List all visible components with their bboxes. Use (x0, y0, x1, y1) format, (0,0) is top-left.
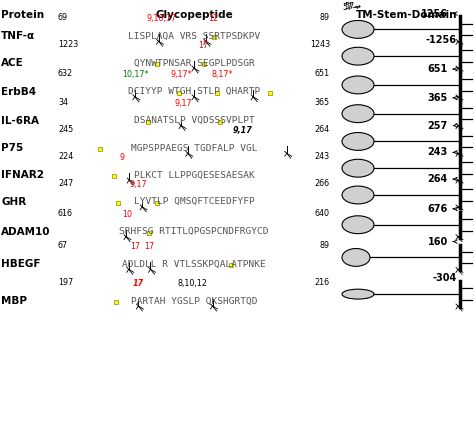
Ellipse shape (342, 159, 374, 177)
Text: 17: 17 (130, 242, 141, 251)
Text: 640: 640 (315, 209, 330, 218)
Text: 9: 9 (119, 153, 125, 162)
Ellipse shape (342, 76, 374, 94)
Text: 17: 17 (199, 41, 209, 50)
Text: 57→: 57→ (344, 2, 361, 11)
Text: 197: 197 (58, 278, 73, 287)
Text: ADAM10: ADAM10 (1, 227, 51, 237)
Text: P75: P75 (1, 144, 23, 153)
Text: 9,17*: 9,17* (171, 70, 192, 79)
Text: 67: 67 (58, 242, 68, 250)
Bar (98, 147, 102, 151)
Text: GHR: GHR (1, 197, 26, 207)
Text: 632: 632 (58, 69, 73, 78)
Text: 89: 89 (320, 242, 330, 250)
Text: IFNAR2: IFNAR2 (1, 170, 44, 180)
Bar (229, 263, 233, 268)
Ellipse shape (342, 105, 374, 123)
Text: MBP: MBP (1, 296, 27, 306)
Text: 9,17: 9,17 (174, 99, 192, 108)
Text: ADLDLL R VTLSSKPQALATPNKE: ADLDLL R VTLSSKPQALATPNKE (122, 260, 266, 269)
Text: MGPSPPAEGS TGDFALP VGL: MGPSPPAEGS TGDFALP VGL (131, 144, 257, 153)
Text: 264: 264 (315, 126, 330, 135)
Text: 264: 264 (428, 174, 448, 184)
Text: DCIYYP WTGH STLP QHARTP: DCIYYP WTGH STLP QHARTP (128, 87, 260, 96)
Text: Protein: Protein (1, 9, 44, 20)
Text: 245: 245 (58, 126, 73, 135)
Text: 12: 12 (208, 14, 218, 23)
Ellipse shape (342, 216, 374, 233)
Text: 676: 676 (428, 204, 448, 214)
Text: -1256: -1256 (426, 35, 457, 45)
Text: TNF-α: TNF-α (1, 32, 35, 41)
Bar (146, 120, 150, 124)
Text: 10: 10 (122, 210, 132, 219)
Text: 651: 651 (315, 69, 330, 78)
Ellipse shape (342, 248, 370, 266)
Text: 365: 365 (428, 93, 448, 103)
Text: 17: 17 (133, 279, 144, 288)
Text: 1243: 1243 (310, 40, 330, 49)
Bar (268, 91, 272, 95)
Text: SRHFSG RTITLQPGSPCNDFRGYCD: SRHFSG RTITLQPGSPCNDFRGYCD (119, 227, 269, 236)
Text: 89: 89 (320, 14, 330, 23)
Text: ErbB4: ErbB4 (1, 87, 36, 97)
Text: LYVTLP QMSQFTCEEDFYFP: LYVTLP QMSQFTCEEDFYFP (134, 197, 255, 207)
Text: 8,17*: 8,17* (212, 70, 233, 79)
Bar (112, 174, 116, 178)
Text: 8,10,12: 8,10,12 (178, 279, 208, 288)
Text: HBEGF: HBEGF (1, 259, 40, 269)
Text: 34: 34 (58, 98, 68, 107)
Text: -304: -304 (433, 273, 457, 283)
Bar (116, 201, 120, 205)
Text: 266: 266 (315, 179, 330, 188)
Text: PLKCT LLPPGQESESAESAK: PLKCT LLPPGQESESAESAK (134, 171, 255, 180)
Ellipse shape (342, 186, 374, 204)
Text: LISPLAQA VRS SSRTPSDKPV: LISPLAQA VRS SSRTPSDKPV (128, 32, 260, 41)
Text: 9,10,17: 9,10,17 (146, 14, 176, 23)
Ellipse shape (342, 289, 374, 299)
Text: 216: 216 (315, 278, 330, 287)
Text: 17: 17 (144, 242, 154, 251)
Text: 1223: 1223 (58, 40, 78, 49)
Text: 247: 247 (58, 179, 73, 188)
Bar (212, 35, 217, 39)
Text: 243: 243 (315, 152, 330, 161)
Text: 243: 243 (428, 147, 448, 157)
Text: 57→: 57→ (342, 3, 359, 12)
Ellipse shape (342, 132, 374, 150)
Text: IL-6RA: IL-6RA (1, 115, 39, 126)
Text: ACE: ACE (1, 58, 24, 68)
Text: Glycopeptide: Glycopeptide (155, 9, 233, 20)
Bar (155, 201, 159, 205)
Ellipse shape (342, 20, 374, 38)
Text: 9,17: 9,17 (233, 127, 253, 135)
Text: 160: 160 (428, 236, 448, 247)
Bar (177, 91, 181, 95)
Text: QYNWTPNSAR SEGPLPDSGR: QYNWTPNSAR SEGPLPDSGR (134, 59, 255, 68)
Bar (115, 300, 118, 304)
Text: 257: 257 (428, 121, 448, 130)
Bar (215, 91, 219, 95)
Text: 10,17*: 10,17* (122, 70, 149, 79)
Text: 616: 616 (58, 209, 73, 218)
Text: 651: 651 (428, 64, 448, 74)
Bar (155, 62, 159, 66)
Text: 9,17: 9,17 (129, 180, 147, 189)
Bar (218, 120, 222, 124)
Ellipse shape (342, 47, 374, 65)
Text: 1256: 1256 (421, 9, 448, 18)
Bar (201, 62, 206, 66)
Text: 224: 224 (58, 152, 73, 161)
Text: 365: 365 (315, 98, 330, 107)
Text: PARTAH YGSLP QKSHGRTQD: PARTAH YGSLP QKSHGRTQD (131, 296, 257, 305)
Bar (147, 230, 151, 235)
Text: TM-Stem-Domain: TM-Stem-Domain (356, 9, 458, 20)
Text: 69: 69 (58, 14, 68, 23)
Text: DSANATSLP VQDSSSVPLPT: DSANATSLP VQDSSSVPLPT (134, 116, 255, 125)
